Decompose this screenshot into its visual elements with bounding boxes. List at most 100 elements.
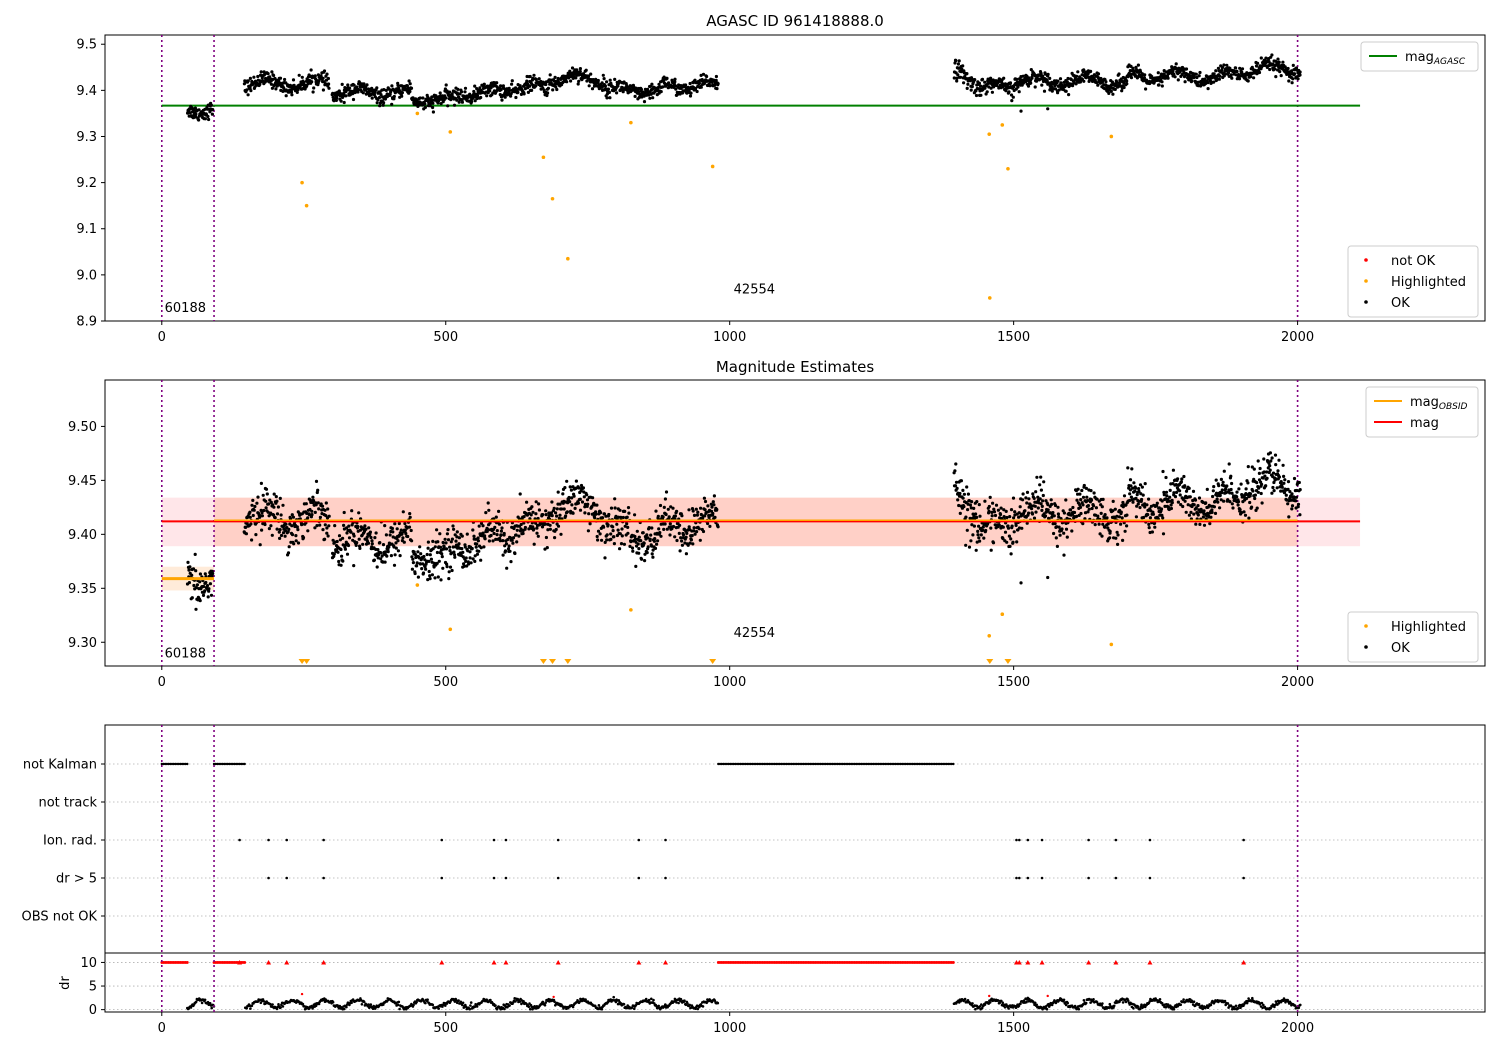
- panel-magnitude-estimates-ok-point: [444, 547, 449, 551]
- panel-agasc-ok-point: [327, 86, 331, 90]
- panel-magnitude-estimates-ok-point: [393, 522, 397, 526]
- panel-agasc-ok-point: [291, 78, 296, 82]
- panel-magnitude-estimates-ok-point: [578, 508, 583, 512]
- panel-agasc-ok-point: [532, 73, 536, 77]
- panel-magnitude-estimates-ok-point: [500, 526, 504, 530]
- panel-agasc-ok-point: [510, 82, 514, 86]
- panel-magnitude-estimates-ok-point: [1094, 506, 1098, 510]
- panel-magnitude-estimates-ok-point: [296, 541, 301, 545]
- panel-magnitude-estimates-ok-point: [591, 496, 595, 500]
- panel-magnitude-estimates-ok-point: [1082, 483, 1086, 488]
- panel-agasc-ok-point: [954, 59, 958, 63]
- panel-magnitude-estimates-ok-point: [1009, 508, 1014, 512]
- panel-magnitude-estimates-ok-point: [275, 499, 279, 503]
- panel-magnitude-estimates-ok-point: [706, 521, 710, 526]
- panel-magnitude-estimates-ok-point: [693, 532, 697, 536]
- panel-agasc-ok-point: [659, 90, 663, 94]
- panel-magnitude-estimates-ok-point: [313, 526, 317, 530]
- panel-magnitude-estimates-ok-point: [955, 486, 959, 490]
- panel-magnitude-estimates-ok-point: [438, 532, 442, 536]
- panel-magnitude-estimates-ok-point: [1222, 499, 1226, 503]
- panel-magnitude-estimates-offscale-triangle: [1004, 659, 1012, 664]
- panel-magnitude-estimates-ok-point: [595, 503, 599, 507]
- panel-magnitude-estimates-ok-point: [680, 539, 684, 543]
- panel-magnitude-estimates-ok-point: [1010, 524, 1014, 528]
- panel-magnitude-estimates-ok-point: [1292, 476, 1297, 481]
- panel-agasc-ok-point: [1222, 63, 1226, 67]
- panel-flags-not-kalman-point: [827, 762, 831, 766]
- panel-magnitude-estimates-ok-point: [1134, 515, 1138, 519]
- panel-flags-not-kalman-point: [815, 762, 819, 766]
- panel-agasc-ok-point: [370, 96, 374, 100]
- panel-agasc-frame: [104, 34, 1486, 322]
- panel-magnitude-estimates-ok-point: [1192, 512, 1196, 516]
- panel-flags-not-kalman-point: [795, 762, 798, 766]
- panel-magnitude-estimates-ytick-label: 9.45: [68, 474, 97, 489]
- panel-magnitude-estimates-ok-point: [279, 533, 284, 538]
- panel-flags-not-kalman-point: [880, 762, 884, 766]
- panel-agasc-ok-point: [684, 83, 688, 87]
- panel-magnitude-estimates-ok-point: [497, 522, 502, 526]
- panel-magnitude-estimates-ok-point: [636, 542, 640, 546]
- panel-agasc-ok-point: [1238, 66, 1242, 70]
- panel-flags-not-kalman-point: [179, 762, 182, 766]
- panel-flags-not-kalman-point: [174, 762, 177, 766]
- panel-magnitude-estimates-ok-point: [683, 541, 687, 545]
- panel-flags-not-kalman-point: [921, 762, 924, 766]
- panel-magnitude-estimates-ok-point: [1008, 544, 1012, 549]
- panel-magnitude-estimates-ok-point: [369, 535, 373, 540]
- panel-magnitude-estimates-ok-point: [1176, 477, 1180, 481]
- panel-magnitude-estimates-annotation: 60188: [165, 646, 206, 661]
- panel-magnitude-estimates-ok-point: [1268, 468, 1272, 472]
- panel-flags-dr-notok-marker: [636, 959, 642, 965]
- panel-agasc-lower-legend-label: not OK: [1391, 254, 1436, 269]
- panel-flags-not-kalman-point: [844, 762, 848, 766]
- panel-agasc-highlighted-point: [415, 111, 420, 116]
- panel-agasc-ok-point: [605, 96, 609, 100]
- panel-magnitude-estimates-ok-point: [1054, 536, 1058, 540]
- panel-magnitude-estimates-ok-point: [253, 504, 257, 509]
- panel-agasc-ok-point: [479, 95, 483, 100]
- panel-magnitude-estimates-ok-point: [204, 580, 208, 585]
- panel-magnitude-estimates-ok-point: [426, 540, 430, 544]
- panel-magnitude-estimates-ok-point: [620, 534, 624, 538]
- panel-flags-not-kalman-point: [914, 762, 918, 766]
- panel-magnitude-estimates-ok-point: [659, 534, 663, 538]
- panel-magnitude-estimates-lower-legend-label: OK: [1391, 641, 1410, 656]
- panel-magnitude-estimates-ok-point: [1253, 496, 1257, 501]
- panel-magnitude-estimates-ok-point: [364, 527, 368, 531]
- panel-magnitude-estimates-ok-point: [543, 522, 548, 526]
- panel-agasc-ok-point: [289, 90, 294, 94]
- panel-agasc-ok-point: [206, 114, 210, 119]
- panel-magnitude-estimates-ok-point: [1244, 496, 1249, 501]
- panel-agasc-highlighted-point: [300, 180, 304, 185]
- panel-flags-dr-notok-marker: [237, 959, 243, 965]
- panel-agasc-ok-point: [382, 101, 386, 105]
- panel-agasc-ok-point: [600, 81, 604, 85]
- panel-magnitude-estimates-ok-point: [210, 574, 214, 578]
- panel-magnitude-estimates-ok-point: [701, 529, 706, 534]
- panel-agasc-ok-point: [194, 112, 198, 116]
- panel-magnitude-estimates-ok-point: [440, 552, 444, 556]
- panel-agasc-ok-point: [528, 74, 532, 79]
- panel-flags-not-kalman-point: [240, 762, 243, 766]
- panel-magnitude-estimates-ok-point: [268, 498, 272, 502]
- panel-magnitude-estimates-ok-point: [565, 510, 570, 514]
- panel-magnitude-estimates-ok-point: [412, 550, 416, 554]
- panel-magnitude-estimates-ok-point: [1151, 512, 1155, 516]
- panel-magnitude-estimates-ok-point: [991, 541, 996, 545]
- panel-magnitude-estimates-ok-point: [497, 509, 501, 513]
- panel-magnitude-estimates-ok-point: [1250, 465, 1254, 469]
- panel-magnitude-estimates-ok-point: [457, 536, 461, 540]
- panel-agasc-ok-point: [673, 80, 677, 84]
- panel-agasc-ok-point: [1111, 92, 1115, 96]
- panel-magnitude-estimates-ok-point: [556, 490, 560, 494]
- panel-agasc-ok-point: [534, 84, 538, 88]
- panel-magnitude-estimates-upper-legend-label-subscript: OBSID: [1439, 402, 1468, 412]
- panel-magnitude-estimates-ok-point: [1079, 511, 1083, 516]
- panel-magnitude-estimates-ok-point: [1274, 463, 1278, 467]
- panel-magnitude-estimates-ok-point: [1257, 471, 1261, 475]
- panel-flags-dr5-point: [322, 876, 325, 880]
- panel-magnitude-estimates-ok-point: [332, 552, 336, 556]
- panel-magnitude-estimates-ok-point: [514, 533, 518, 537]
